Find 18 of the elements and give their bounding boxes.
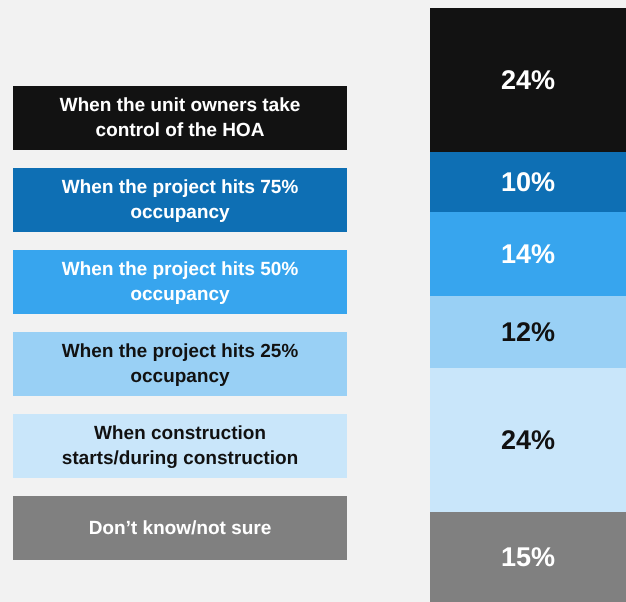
text: When construction starts/during construction bbox=[13, 414, 347, 478]
text: When the unit owners take control of the HOA bbox=[13, 86, 347, 150]
text: When the project hits 75% occupancy bbox=[13, 168, 347, 232]
data-label: 12% bbox=[500, 317, 556, 347]
data-label: 24% bbox=[500, 425, 556, 455]
data-label: 15% bbox=[500, 542, 556, 572]
bar bbox=[430, 152, 626, 212]
text: Don’t know/not sure bbox=[13, 496, 347, 560]
data-label: 14% bbox=[500, 239, 556, 269]
bar bbox=[430, 296, 626, 368]
text: When the project hits 25% occupancy bbox=[13, 332, 347, 396]
data-label: 10% bbox=[500, 167, 556, 197]
data-label: 24% bbox=[500, 65, 556, 95]
bar bbox=[430, 212, 626, 296]
bar bbox=[430, 512, 626, 602]
bar bbox=[430, 8, 626, 152]
bar bbox=[430, 368, 626, 512]
text: When the project hits 50% occupancy bbox=[13, 250, 347, 314]
